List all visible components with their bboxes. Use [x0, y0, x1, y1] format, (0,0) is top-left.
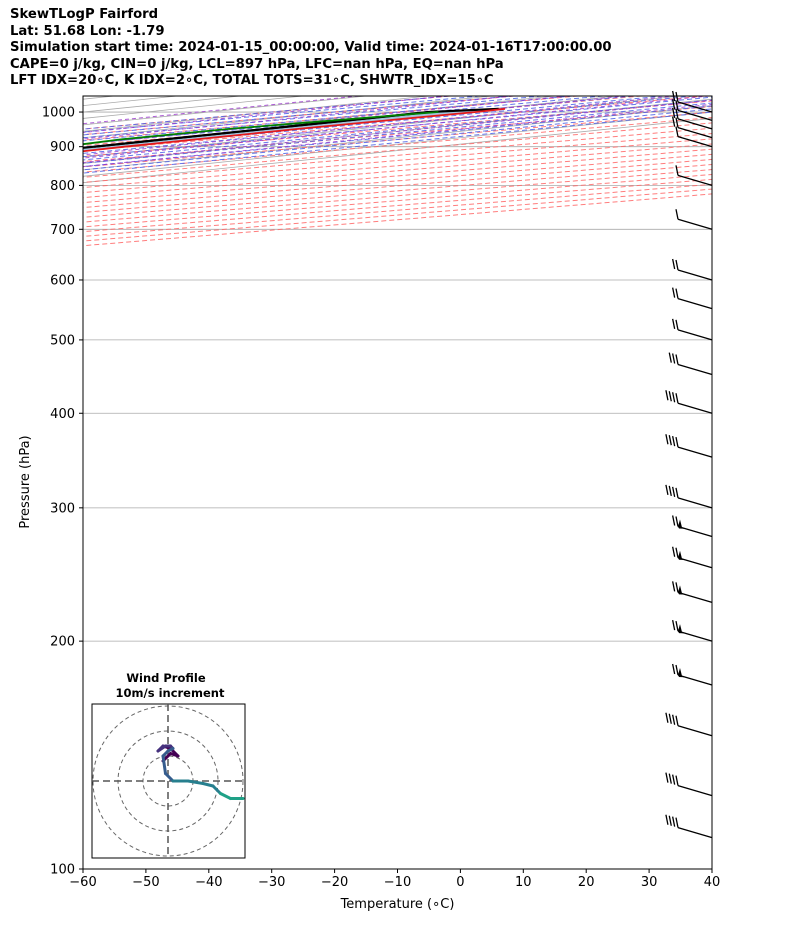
x-tick-label: −40: [195, 875, 222, 890]
x-tick-label: 0: [456, 875, 464, 890]
wind-barb: [675, 209, 713, 230]
x-tick-label: 20: [578, 875, 595, 890]
moist-adiabat: [83, 96, 542, 139]
hodograph-trace: [186, 779, 205, 785]
cape-cin-area: [83, 108, 505, 152]
hodograph-trace: [211, 784, 222, 795]
moist-adiabat: [83, 108, 712, 171]
x-tick-label: 30: [641, 875, 658, 890]
y-tick-label: 500: [50, 333, 75, 348]
hodograph-trace: [164, 772, 175, 783]
hodograph-content: [92, 704, 245, 858]
y-tick-label: 700: [50, 223, 75, 238]
mixing-ratio-line: [83, 96, 710, 159]
wind-barb: [675, 126, 713, 148]
x-tick-label: −20: [321, 875, 348, 890]
wind-barb: [672, 258, 713, 281]
hodograph-trace: [201, 782, 215, 788]
moist-adiabat: [83, 96, 512, 136]
x-axis-label: Temperature (∘C): [340, 897, 455, 912]
wind-barb: [672, 99, 713, 121]
y-tick-label: 100: [50, 863, 75, 878]
y-tick-label: 900: [50, 140, 75, 155]
mixing-ratio-line: [83, 96, 514, 140]
dry-adiabat: [83, 127, 712, 183]
moist-adiabat: [83, 111, 712, 174]
y-tick-label: 600: [50, 273, 75, 288]
y-tick-label: 400: [50, 407, 75, 422]
sounding-lines: [83, 107, 506, 153]
wind-barb: [672, 107, 713, 130]
mixing-ratio-line: [83, 103, 712, 168]
wind-barb: [665, 712, 713, 737]
wind-barb: [665, 390, 713, 414]
wind-barb: [672, 546, 713, 569]
x-tick-label: 40: [704, 875, 721, 890]
hodograph-title: Wind Profile: [126, 671, 206, 685]
dry-adiabat: [83, 138, 712, 194]
dry-adiabat: [83, 106, 712, 163]
wind-barb: [672, 287, 713, 310]
params-line: CAPE=0 j/kg, CIN=0 j/kg, LCL=897 hPa, LF…: [10, 56, 504, 72]
wind-barbs: [665, 90, 713, 839]
axes: −60 −50 −40 −30 −20 −10 0 10 20 30 40 1000 900 800 700…: [42, 106, 720, 890]
wind-barb: [675, 165, 713, 187]
y-tick-label: 800: [50, 179, 75, 194]
hodograph-subtitle: 10m/s increment: [116, 686, 225, 700]
hodograph-trace: [161, 754, 167, 775]
dry-adiabat: [83, 111, 712, 168]
wind-barb: [665, 772, 713, 797]
mixing-ratio-line: [83, 96, 676, 156]
x-tick-label: −30: [258, 875, 285, 890]
hodograph: Wind Profile 10m/s increment: [91, 671, 246, 859]
wind-barb: [665, 814, 713, 839]
hodograph-trace: [156, 744, 167, 753]
header: SkewTLogP Fairford Lat: 51.68 Lon: -1.79…: [10, 7, 612, 90]
y-tick-label: 200: [50, 635, 75, 650]
y-tick-label: 300: [50, 501, 75, 516]
wind-barb: [672, 515, 713, 538]
hodograph-trace: [219, 792, 232, 800]
x-tick-label: −50: [132, 875, 159, 890]
wind-barb: [672, 318, 713, 341]
chart-title: SkewTLogP Fairford: [10, 7, 159, 22]
dry-adiabat: [83, 122, 712, 178]
wind-barb: [672, 116, 713, 139]
y-axis-label: Pressure (hPa): [18, 435, 33, 528]
x-tick-label: 10: [515, 875, 532, 890]
location-line: Lat: 51.68 Lon: -1.79: [10, 23, 165, 39]
wind-barb: [672, 620, 713, 642]
wind-barb: [665, 434, 713, 458]
x-tick-label: −10: [384, 875, 411, 890]
x-tick-label: −60: [69, 875, 96, 890]
dry-adiabat: [83, 143, 712, 199]
wind-barb: [668, 352, 713, 376]
wind-barb: [672, 663, 713, 686]
mixing-ratio-line: [83, 99, 712, 164]
isotherm-line: [83, 96, 492, 139]
wind-barb: [665, 484, 713, 509]
time-line: Simulation start time: 2024-01-15_00:00:…: [10, 40, 612, 56]
indices-line: LFT IDX=20∘C, K IDX=2∘C, TOTAL TOTS=31∘C…: [10, 73, 494, 89]
y-tick-label: 1000: [42, 106, 75, 121]
temperature-line: [83, 107, 506, 153]
wind-barb: [672, 581, 713, 604]
